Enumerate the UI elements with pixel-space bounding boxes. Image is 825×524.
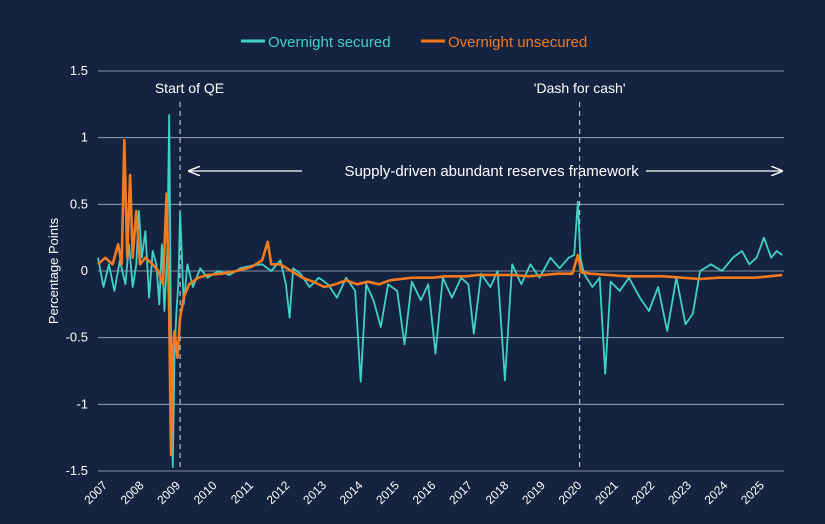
x-tick-label: 2017	[446, 478, 475, 507]
x-tick-label: 2007	[81, 478, 110, 507]
x-tick-label: 2019	[519, 478, 548, 507]
x-axis-ticks: 2007 2008 2009 2010 2011 2012 2013 2014 2015 2016…	[81, 478, 767, 507]
x-tick-label: 2023	[665, 478, 694, 507]
x-tick-label: 2021	[592, 478, 621, 507]
legend-label: Overnight unsecured	[448, 34, 587, 51]
y-axis-label: Percentage Points	[46, 217, 61, 324]
series-lines	[97, 114, 783, 468]
x-tick-label: 2022	[629, 478, 658, 507]
x-tick-label: 2012	[264, 478, 293, 507]
x-tick-label: 2015	[373, 478, 402, 507]
x-tick-label: 2018	[483, 478, 512, 507]
y-tick-label: 0	[81, 263, 88, 278]
x-tick-label: 2008	[118, 478, 147, 507]
marker-label: 'Dash for cash'	[534, 80, 626, 96]
x-tick-label: 2016	[410, 478, 439, 507]
marker-label: Start of QE	[155, 80, 224, 96]
y-tick-label: -1.5	[66, 463, 88, 478]
series-line-secured	[97, 114, 783, 468]
vertical-markers: Start of QE 'Dash for cash'	[155, 80, 626, 468]
x-tick-label: 2013	[300, 478, 329, 507]
y-tick-label: -1	[76, 396, 88, 411]
y-tick-label: 1	[81, 130, 88, 145]
annotations: Supply-driven abundant reserves framewor…	[189, 163, 782, 180]
x-tick-label: 2014	[337, 478, 366, 507]
annotation-text: Supply-driven abundant reserves framewor…	[344, 163, 639, 180]
x-tick-label: 2025	[738, 478, 767, 507]
grid-lines	[98, 70, 784, 472]
x-tick-label: 2009	[154, 478, 183, 507]
y-tick-label: -0.5	[66, 330, 88, 345]
x-tick-label: 2020	[556, 478, 585, 507]
legend: Overnight secured Overnight unsecured	[241, 34, 587, 51]
y-tick-label: 1.5	[70, 63, 88, 78]
y-axis-ticks: 1.5 1 0.5 0 -0.5 -1 -1.5	[66, 63, 88, 478]
x-tick-label: 2011	[228, 478, 256, 506]
series-line-unsecured	[97, 139, 783, 457]
x-tick-label: 2024	[702, 478, 731, 507]
y-tick-label: 0.5	[70, 196, 88, 211]
legend-label: Overnight secured	[268, 34, 391, 51]
x-tick-label: 2010	[191, 478, 220, 507]
